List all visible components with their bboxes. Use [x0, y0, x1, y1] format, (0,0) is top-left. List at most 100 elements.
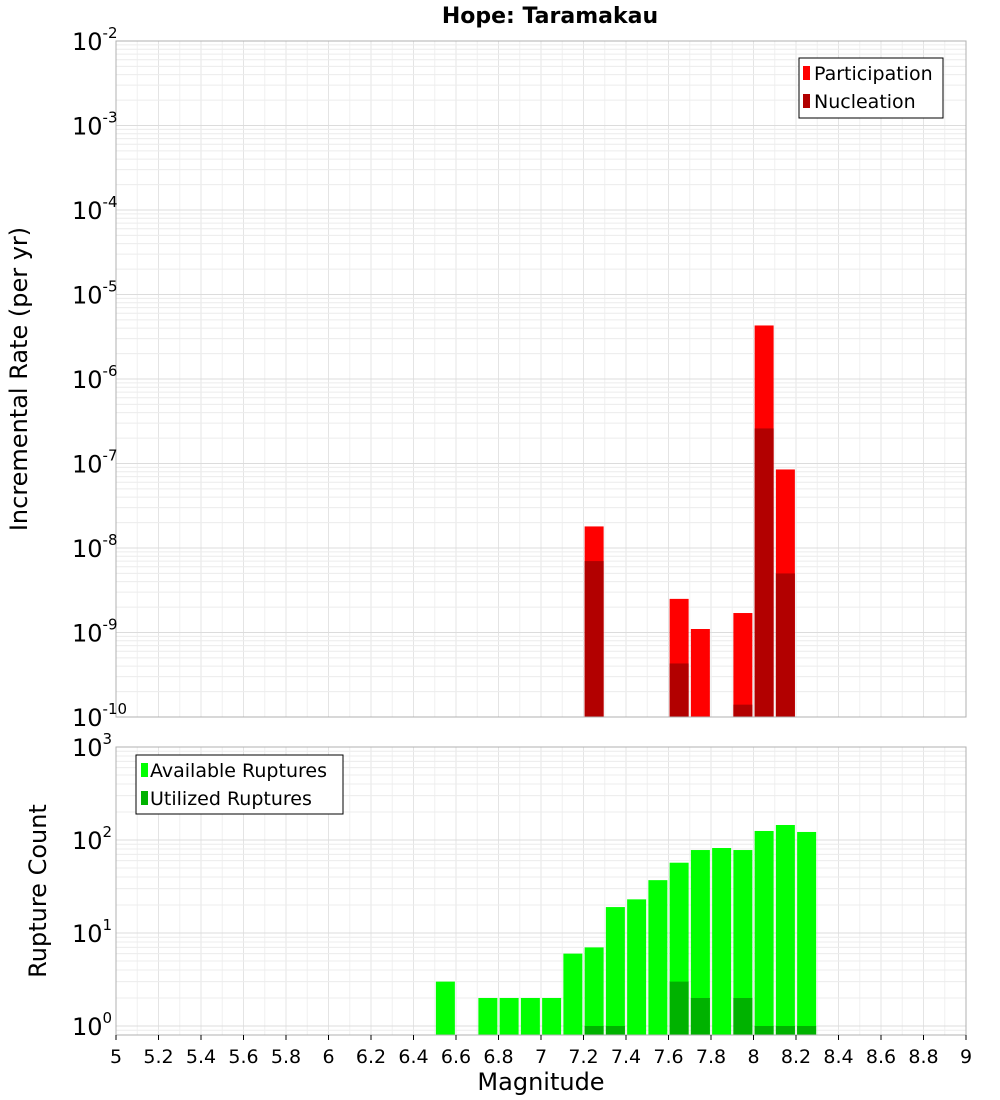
rate-y-tick-exp: -6: [103, 362, 118, 380]
count-bar-a: [648, 880, 668, 1035]
rate-y-tick-exp: -9: [103, 616, 118, 634]
x-tick-label: 6.8: [483, 1046, 513, 1068]
rate-y-tick-base: 10: [72, 28, 103, 56]
rate-y-tick-base: 10: [72, 451, 103, 479]
count-bar-a: [733, 850, 753, 1035]
count-y-tick-base: 10: [72, 734, 103, 762]
rate-y-tick-base: 10: [72, 620, 103, 648]
nucleation-swatch: [803, 94, 810, 108]
legend-available: Available Ruptures: [150, 760, 327, 782]
x-tick-label: 8: [747, 1046, 759, 1068]
x-tick-label: 5.6: [228, 1046, 258, 1068]
rate-bar-b: [669, 663, 689, 717]
count-y-tick-base: 10: [72, 827, 103, 855]
count-bar-a: [712, 848, 732, 1035]
count-legend-box: [135, 754, 344, 815]
rate-y-tick-base: 10: [72, 366, 103, 394]
count-bar-a: [478, 997, 498, 1035]
count-y-tick-base: 10: [72, 1013, 103, 1041]
rate-y-tick-label: 10-6: [72, 362, 118, 394]
legend-utilized: Utilized Ruptures: [150, 788, 312, 810]
participation-swatch: [803, 66, 810, 80]
rate-bar-b: [754, 428, 774, 717]
x-tick-label: 9: [960, 1046, 972, 1068]
x-tick-label: 6: [322, 1046, 334, 1068]
x-tick-label: 5.8: [271, 1046, 301, 1068]
x-tick-label: 8.2: [781, 1046, 811, 1068]
count-y-tick-exp: 0: [103, 1009, 113, 1027]
count-y-tick-label: 102: [72, 823, 112, 855]
count-bar-a: [542, 997, 562, 1035]
count-bar-a: [690, 850, 710, 1035]
rate-y-tick-label: 10-3: [72, 109, 118, 141]
rate-y-tick-label: 10-2: [72, 24, 118, 56]
rate-legend: Participation Nucleation: [798, 57, 944, 119]
x-tick-label: 5.2: [143, 1046, 173, 1068]
x-tick-label: 7.8: [696, 1046, 726, 1068]
rate-grid: [115, 40, 967, 718]
rate-y-tick-exp: -3: [103, 109, 118, 127]
x-tick-label: 8.6: [866, 1046, 896, 1068]
rate-y-tick-label: 10-5: [72, 278, 118, 310]
count-legend: Available Ruptures Utilized Ruptures: [135, 754, 344, 815]
count-y-tick-label: 101: [72, 916, 112, 948]
rate-y-tick-label: 10-10: [72, 700, 127, 732]
x-tick-label: 6.4: [398, 1046, 428, 1068]
rate-bar-a: [733, 613, 753, 717]
x-ticks: 5 5.2 5.4 5.6 5.8 6 6.2 6.4 6.6 6.8 7 7.2 7.4 7.6 7.8 8…: [110, 1035, 972, 1068]
x-tick-label: 7.6: [653, 1046, 683, 1068]
chart-title: Hope: Taramakau: [442, 4, 658, 29]
count-bar-b: [733, 997, 753, 1035]
x-tick-label: 5.4: [186, 1046, 216, 1068]
rate-y-tick-exp: -8: [103, 531, 118, 549]
x-tick-label: 8.4: [823, 1046, 853, 1068]
x-tick-label: 5: [110, 1046, 122, 1068]
count-y-tick-label: 100: [72, 1009, 112, 1041]
count-bar-b: [754, 1025, 774, 1035]
rate-plot-frame: [115, 40, 967, 718]
count-bar-a: [563, 953, 583, 1035]
rate-y-tick-exp: -5: [103, 278, 118, 296]
count-bar-a: [605, 907, 625, 1035]
rate-y-tick-base: 10: [72, 197, 103, 225]
count-y-tick-exp: 3: [103, 730, 113, 748]
legend-participation: Participation: [814, 63, 933, 85]
rate-y-tick-label: 10-9: [72, 616, 118, 648]
x-tick-label: 6.2: [356, 1046, 386, 1068]
count-y-axis-label: Rupture Count: [24, 804, 52, 978]
rate-y-axis-label: Incremental Rate (per yr): [5, 227, 33, 531]
count-bar-a: [520, 997, 540, 1035]
x-tick-label: 7: [535, 1046, 547, 1068]
x-tick-label: 7.4: [611, 1046, 641, 1068]
rate-bar-b: [733, 704, 753, 717]
x-axis-label: Magnitude: [477, 1068, 604, 1096]
count-bar-b: [584, 1025, 604, 1035]
count-bar-a: [435, 981, 455, 1035]
rate-y-tick-label: 10-8: [72, 531, 118, 563]
legend-nucleation: Nucleation: [814, 91, 916, 113]
count-y-tick-exp: 1: [103, 916, 113, 934]
count-bar-a: [754, 830, 774, 1035]
count-bar-b: [775, 1025, 795, 1035]
rate-y-tick-base: 10: [72, 113, 103, 141]
count-bar-b: [669, 981, 689, 1035]
count-bars: [435, 824, 817, 1035]
count-bar-a: [499, 997, 519, 1035]
rate-legend-box: [798, 57, 944, 119]
count-bar-b: [797, 1025, 817, 1035]
rate-y-tick-base: 10: [72, 704, 103, 732]
count-y-tick-label: 103: [72, 730, 112, 762]
rate-bar-a: [690, 629, 710, 717]
count-y-tick-base: 10: [72, 920, 103, 948]
rate-y-tick-exp: -10: [103, 700, 128, 718]
rate-y-tick-exp: -4: [103, 193, 118, 211]
x-tick-label: 7.2: [568, 1046, 598, 1068]
count-bar-a: [627, 899, 647, 1035]
utilized-swatch: [141, 791, 148, 805]
count-bar-a: [797, 831, 817, 1035]
x-tick-label: 8.8: [908, 1046, 938, 1068]
